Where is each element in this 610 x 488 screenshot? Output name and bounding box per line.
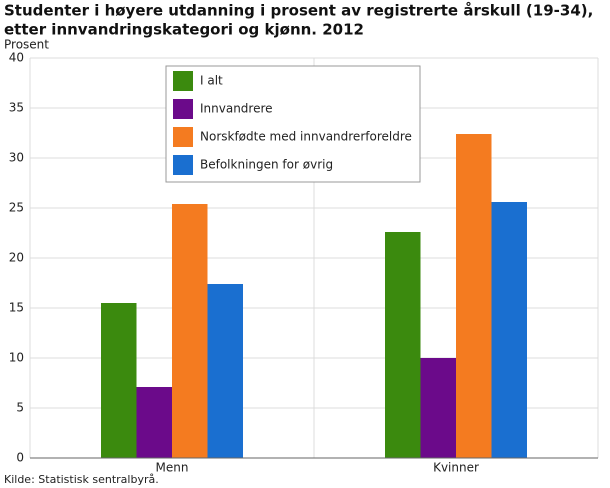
y-tick-label: 15: [9, 301, 24, 315]
y-tick-label: 0: [16, 451, 24, 465]
legend-swatch: [173, 155, 193, 175]
x-tick-label: Menn: [156, 461, 189, 475]
y-tick-label: 5: [16, 401, 24, 415]
y-tick-label: 30: [9, 151, 24, 165]
y-axis-label: Prosent: [4, 38, 49, 52]
bar: [172, 204, 208, 458]
source: Kilde: Statistisk sentralbyrå.: [4, 473, 159, 486]
bar: [491, 202, 527, 458]
bar: [456, 134, 492, 458]
legend-label: Norskfødte med innvandrerforeldre: [200, 130, 412, 144]
legend-swatch: [173, 71, 193, 91]
legend-label: Innvandrere: [200, 102, 273, 116]
y-tick-label: 25: [9, 201, 24, 215]
bar: [207, 284, 243, 458]
legend-label: I alt: [200, 74, 223, 88]
chart-title: Studenter i høyere utdanning i prosent a…: [4, 2, 593, 20]
legend-swatch: [173, 127, 193, 147]
bar: [101, 303, 137, 458]
chart-title: etter innvandringskategori og kjønn. 201…: [4, 21, 364, 39]
bar: [385, 232, 421, 458]
legend-box: [165, 65, 421, 183]
y-tick-label: 10: [9, 351, 24, 365]
y-tick-label: 35: [9, 101, 24, 115]
legend-label: Befolkningen for øvrig: [200, 158, 333, 172]
y-tick-label: 40: [9, 51, 24, 65]
y-tick-label: 20: [9, 251, 24, 265]
bar: [420, 358, 456, 458]
bar: [136, 387, 172, 458]
x-tick-label: Kvinner: [433, 461, 479, 475]
legend-swatch: [173, 99, 193, 119]
